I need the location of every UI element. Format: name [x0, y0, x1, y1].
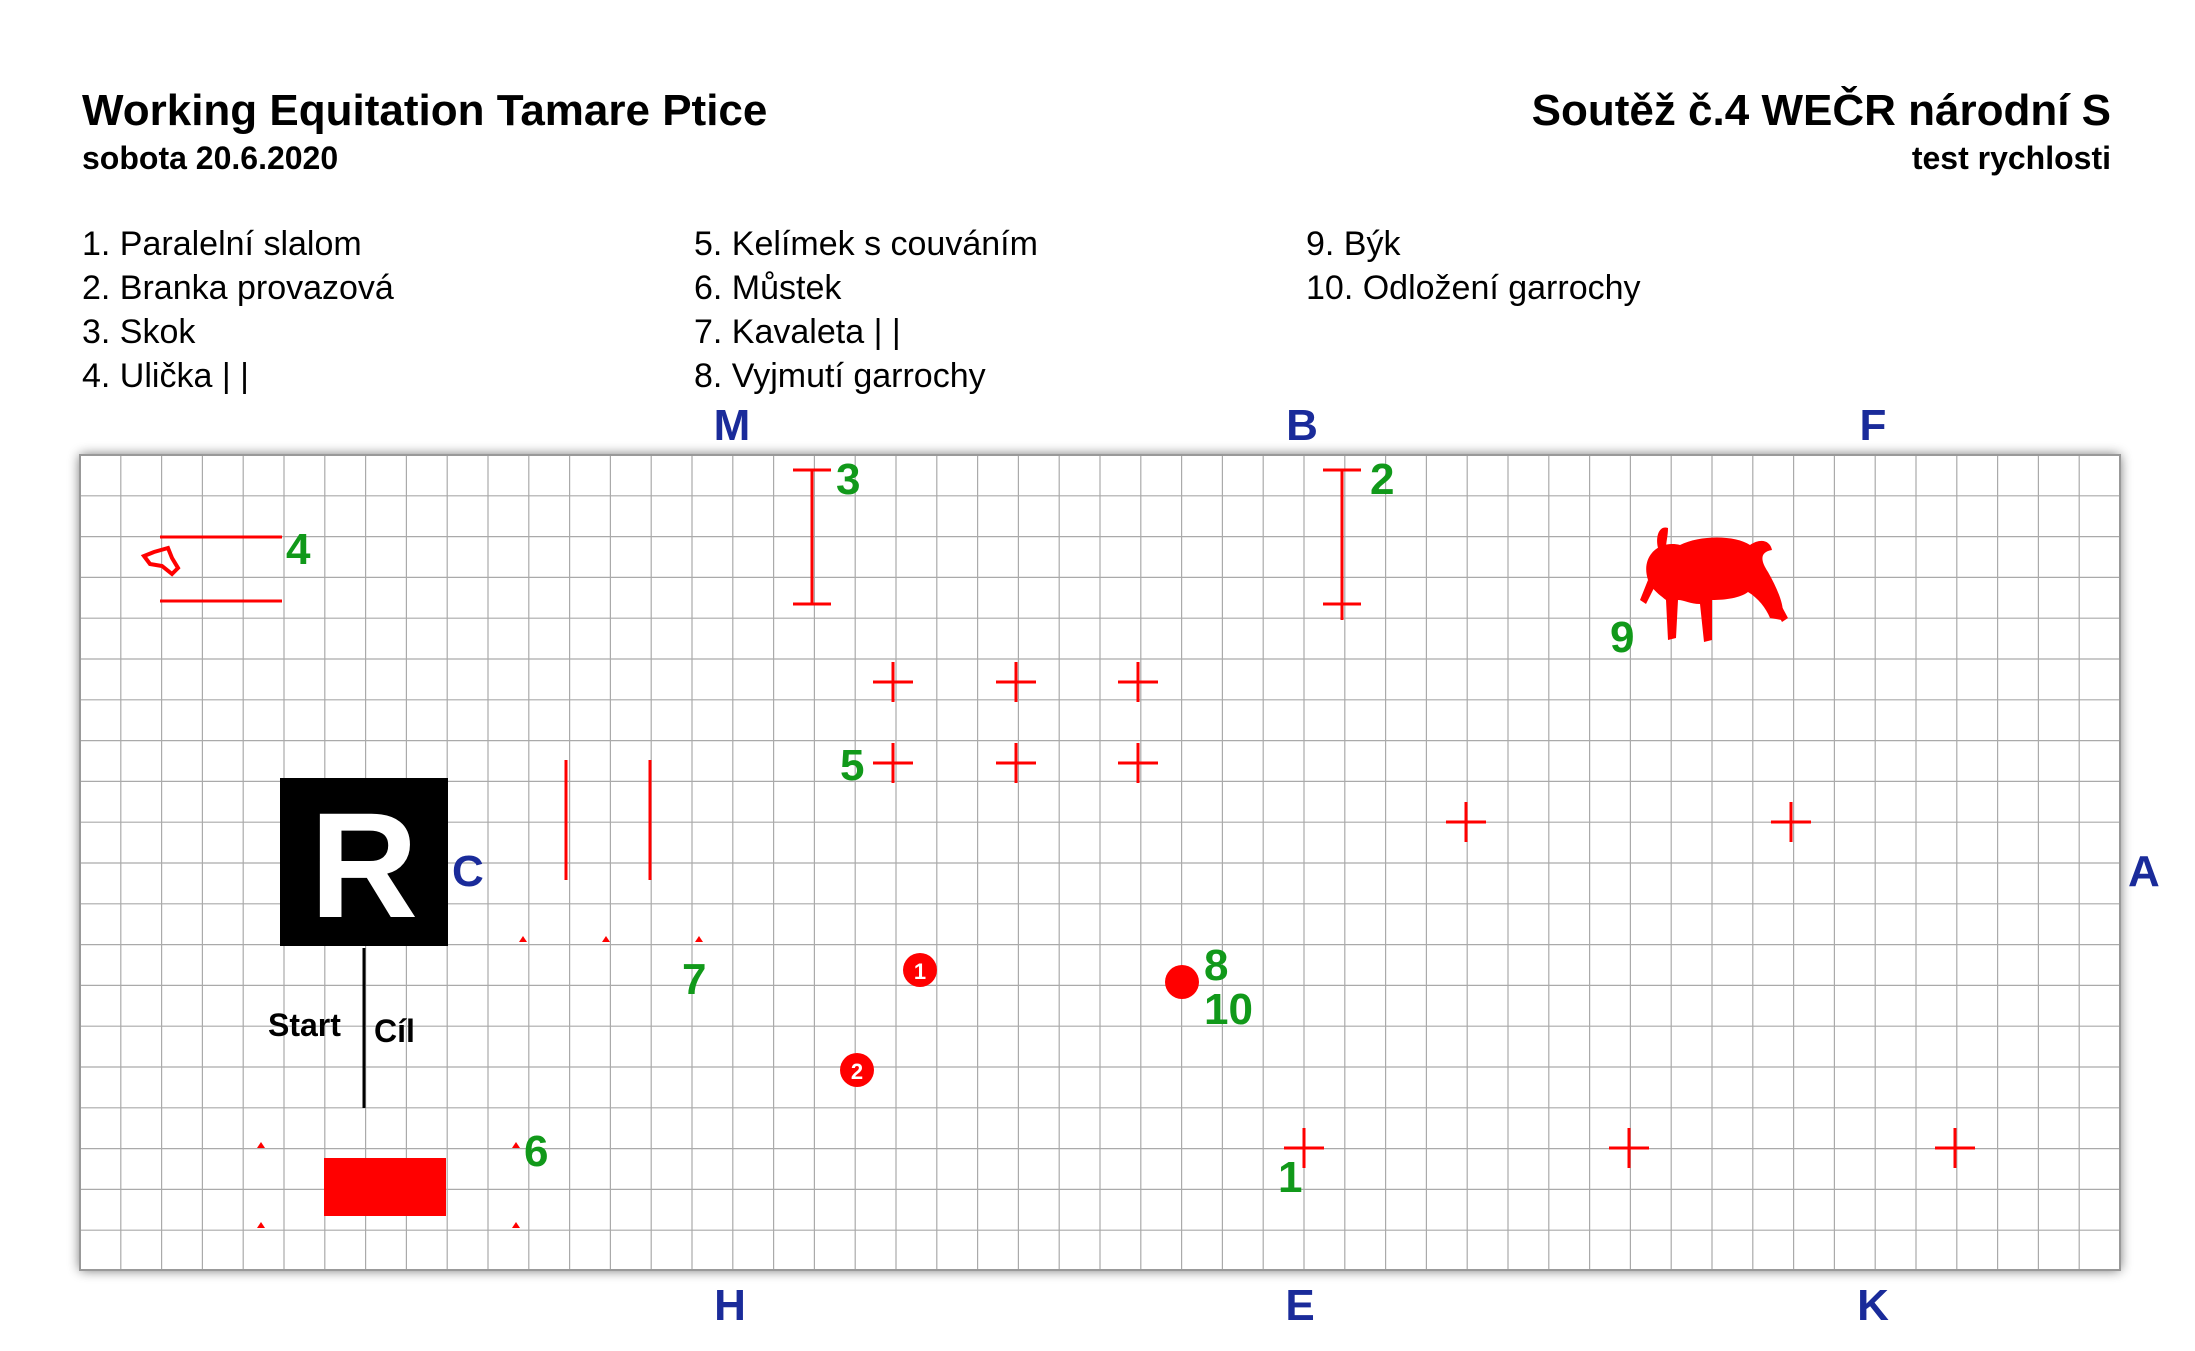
arena-letter-b: B	[1286, 401, 1318, 450]
arena-border	[79, 454, 2121, 1271]
obstacle-number-6: 6	[524, 1127, 548, 1176]
legend-item: 4. Ulička | |	[82, 357, 249, 395]
garrocha-barrel	[1165, 965, 1199, 999]
legend-item: 1. Paralelní slalom	[82, 225, 362, 263]
slalom-pole	[1284, 1128, 1324, 1168]
legend-item: 5. Kelímek s couváním	[694, 225, 1038, 263]
event-date: sobota 20.6.2020	[82, 140, 339, 176]
legend-item: 7. Kavaleta | |	[694, 313, 901, 351]
obstacle-number-1: 1	[1278, 1153, 1302, 1202]
arena-letter-h: H	[714, 1281, 746, 1330]
obstacle-number-3: 3	[836, 455, 860, 504]
legend-item: 10. Odložení garrochy	[1306, 269, 1641, 307]
arena-letter-k: K	[1857, 1281, 1889, 1330]
legend-item: 9. Býk	[1306, 225, 1401, 263]
legend-item: 2. Branka provazová	[82, 269, 394, 307]
barrel-1: 1	[903, 953, 937, 987]
bridge-obstacle	[324, 1158, 446, 1216]
cup-obstacle	[873, 662, 1158, 783]
obstacle-number-10: 10	[1204, 985, 1253, 1034]
svg-text:1: 1	[914, 959, 926, 984]
svg-text:2: 2	[851, 1059, 863, 1084]
rope-gate-obstacle	[1323, 468, 1361, 620]
legend-item: 3. Skok	[82, 313, 196, 351]
marker-cross	[1771, 802, 1811, 842]
legend-column-1: 1. Paralelní slalom 2. Branka provazová …	[82, 222, 394, 398]
arena-letter-a: A	[2128, 847, 2160, 896]
competition-subtitle: test rychlosti	[1911, 140, 2111, 176]
obstacle-number-4: 4	[286, 525, 311, 574]
arena-letter-c: C	[452, 847, 484, 896]
judge-letter: R	[310, 781, 418, 949]
competition-title: Soutěž č.4 WEČR národní S	[1531, 86, 2111, 135]
bull-icon	[1640, 527, 1788, 642]
marker-cross	[1446, 802, 1486, 842]
jump-obstacle	[793, 468, 831, 606]
page-title: Working Equitation Tamare Ptice	[82, 86, 768, 135]
obstacle-number-9: 9	[1610, 613, 1634, 662]
arena-letter-m: M	[714, 401, 751, 450]
arena-letter-e: E	[1285, 1281, 1314, 1330]
barrel-2: 2	[840, 1053, 874, 1087]
arena-letter-f: F	[1860, 401, 1887, 450]
legend-column-3: 9. Býk 10. Odložení garrochy	[1306, 222, 1641, 310]
obstacle-number-2: 2	[1370, 455, 1394, 504]
legend-column-2: 5. Kelímek s couváním 6. Můstek 7. Kaval…	[694, 222, 1038, 398]
obstacle-number-5: 5	[840, 741, 864, 790]
slalom-pole	[1609, 1128, 1649, 1168]
obstacle-number-8: 8	[1204, 941, 1228, 990]
legend-item: 8. Vyjmutí garrochy	[694, 357, 986, 395]
small-markers	[257, 936, 703, 1228]
start-label: Start	[268, 1007, 341, 1043]
slalom-pole	[1935, 1128, 1975, 1168]
judge-box: R	[280, 778, 448, 949]
legend-item: 6. Můstek	[694, 269, 842, 307]
finish-label: Cíl	[374, 1013, 415, 1049]
alley-entry-icon	[140, 545, 181, 577]
obstacle-number-7: 7	[682, 955, 706, 1004]
